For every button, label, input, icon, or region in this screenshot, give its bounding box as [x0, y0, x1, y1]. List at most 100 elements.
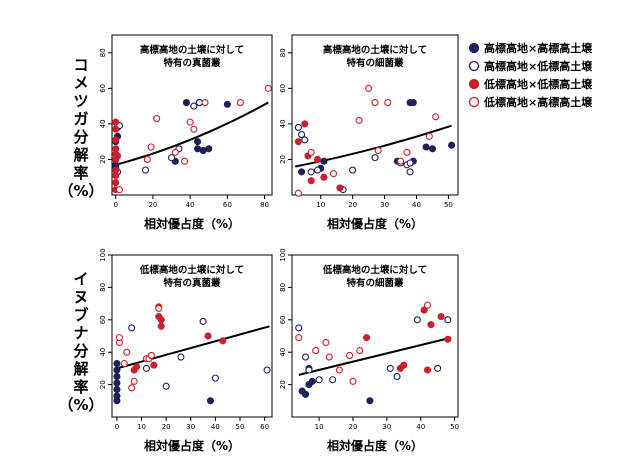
data-point	[263, 366, 271, 374]
y-tick-label: 60	[279, 315, 287, 324]
data-point	[320, 157, 328, 165]
data-point	[294, 189, 302, 197]
y-axis-label-char: 分	[73, 342, 88, 360]
data-point	[335, 366, 343, 374]
data-point	[120, 359, 128, 368]
data-point	[425, 132, 433, 140]
x-tick-label: 10	[137, 423, 146, 431]
y-axis-label-char: ナ	[73, 324, 88, 342]
data-point	[325, 353, 333, 361]
trend-line	[116, 325, 270, 370]
data-point	[171, 148, 179, 156]
data-point	[113, 366, 121, 374]
y-axis-label-char: ガ	[73, 110, 88, 128]
legend-marker	[468, 96, 480, 108]
y-tick-label: 40	[99, 119, 107, 128]
data-point	[437, 313, 445, 321]
data-point	[302, 353, 310, 361]
plot-frame	[291, 254, 459, 418]
legend-label: 高標高地×高標高土壌	[484, 41, 593, 55]
y-tick-label: 100	[279, 248, 287, 261]
data-point	[219, 337, 227, 345]
y-tick-label: 20	[99, 380, 107, 389]
data-point	[130, 377, 138, 385]
x-tick-label: 20	[148, 201, 157, 209]
x-tick-label: 30	[186, 423, 195, 431]
y-axis-label-char: 率	[73, 378, 88, 396]
data-point	[444, 316, 452, 324]
data-point	[313, 166, 322, 174]
panel-top-right: 10 20 30 40 50 20 40 60 80 高標高地の土壌に対して特有の細菌叢相対優占度…	[279, 34, 459, 231]
x-tick-label: 30	[382, 423, 391, 431]
y-tick-label: 20	[99, 155, 107, 164]
data-point	[308, 377, 316, 385]
data-point	[420, 306, 428, 314]
x-tick-label: 60	[223, 201, 232, 209]
data-point	[113, 372, 121, 381]
data-point	[294, 123, 302, 131]
data-point	[112, 125, 120, 133]
data-point	[320, 173, 328, 181]
y-axis-label-char: メ	[73, 74, 88, 92]
data-point	[115, 186, 123, 194]
y-axis-label-char: （%）	[58, 182, 103, 200]
data-point	[423, 301, 432, 309]
x-tick-label: 10	[316, 201, 325, 209]
data-point	[434, 364, 442, 372]
panel-title-line: 特有の細菌叢	[346, 277, 404, 289]
data-point	[141, 166, 150, 174]
data-point	[162, 382, 170, 390]
data-point	[307, 177, 315, 185]
data-point	[167, 154, 176, 162]
data-point	[206, 397, 215, 405]
x-tick-label: 40	[211, 423, 220, 431]
data-point	[356, 347, 364, 355]
x-axis-label: 相対優占度（%）	[327, 216, 423, 231]
x-tick-label: 50	[236, 423, 245, 431]
y-axis-label-char: イ	[73, 270, 88, 288]
y-tick-label: 40	[99, 348, 107, 357]
data-point	[113, 392, 121, 400]
data-point	[201, 99, 209, 107]
data-point	[112, 118, 120, 126]
data-point	[313, 155, 322, 163]
data-point	[205, 145, 213, 153]
y-tick-label: 40	[279, 348, 287, 357]
data-point	[329, 170, 338, 178]
data-point	[157, 322, 165, 330]
y-tick-label: 80	[279, 283, 287, 292]
legend-label: 高標高地×低標高土壌	[484, 59, 593, 73]
x-axis-label: 相対優占度（%）	[144, 216, 240, 231]
panel-title-line: 高標高地の土壌に対して	[323, 44, 427, 56]
data-point	[114, 152, 122, 160]
y-axis-label-char: コ	[73, 56, 88, 74]
y-tick-label: 60	[279, 84, 287, 93]
data-point	[112, 166, 120, 174]
data-point	[155, 304, 163, 313]
data-point	[432, 113, 440, 121]
data-point	[427, 321, 435, 329]
y-axis-label-char: ツ	[73, 92, 88, 110]
data-point	[423, 366, 432, 374]
y-tick-label: 60	[99, 315, 107, 324]
x-tick-label: 40	[186, 201, 195, 209]
data-point	[236, 99, 244, 107]
data-point	[194, 138, 202, 146]
data-point	[123, 348, 131, 356]
panel-title-line: 低標高地の土壌に対して	[322, 264, 427, 276]
data-point	[115, 334, 123, 342]
x-tick-label: 30	[380, 201, 389, 209]
data-point	[365, 84, 373, 92]
x-axis-label: 相対優占度（%）	[327, 438, 423, 453]
y-tick-label: 80	[99, 48, 107, 57]
panel-title-line: 特有の真菌叢	[163, 57, 221, 69]
y-tick-label: 100	[99, 248, 107, 261]
y-axis-label-char: （%）	[58, 396, 103, 414]
data-point	[336, 184, 344, 192]
y-tick-label: 20	[279, 155, 287, 164]
data-point	[349, 377, 357, 385]
data-point	[355, 116, 363, 124]
data-point	[295, 334, 303, 342]
panel-top-left: 0 20 40 60 80 20 40 60 80 高標高地の土壌に対して特有の真菌叢相対優占度（…	[99, 34, 273, 231]
